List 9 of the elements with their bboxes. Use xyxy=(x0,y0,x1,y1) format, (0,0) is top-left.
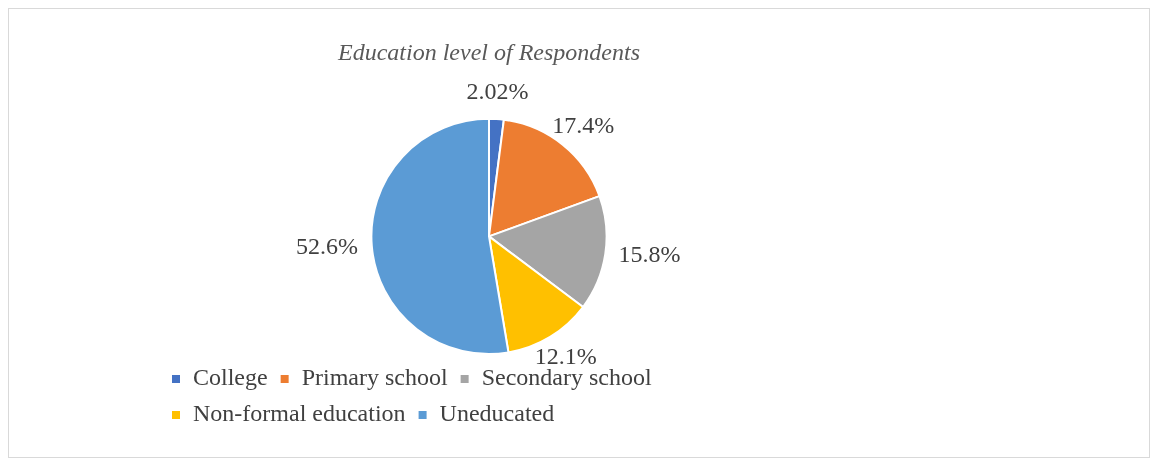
data-label: 52.6% xyxy=(296,232,359,259)
legend-label: College xyxy=(193,364,268,391)
legend-label: Non-formal education xyxy=(193,400,406,427)
legend-label: Uneducated xyxy=(439,400,555,427)
data-label: 2.02% xyxy=(466,78,529,105)
data-label: 15.8% xyxy=(618,241,681,268)
data-label: 17.4% xyxy=(552,111,615,138)
chart-title: Education level of Respondents xyxy=(337,38,640,65)
legend-label: Primary school xyxy=(301,364,448,391)
